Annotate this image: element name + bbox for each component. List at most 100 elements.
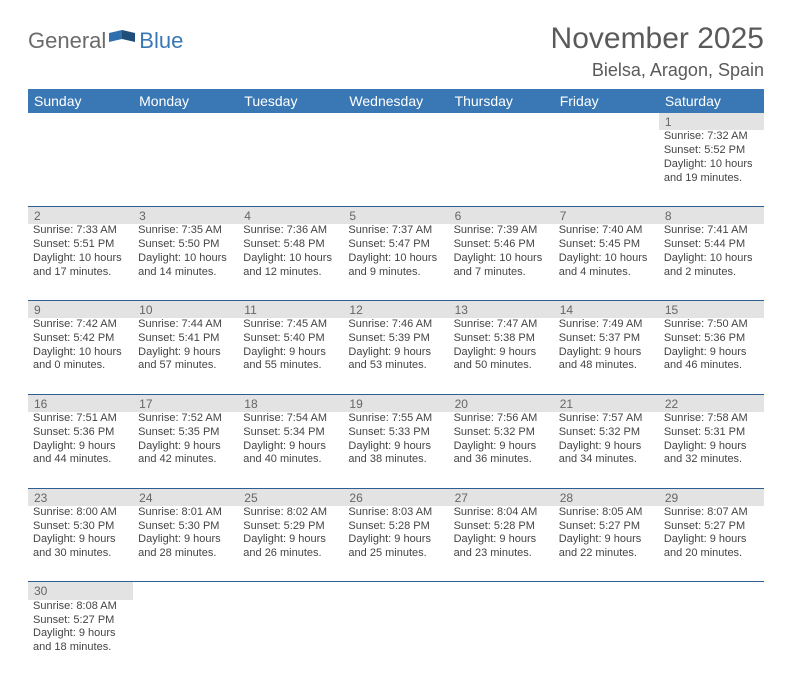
day-content-row: Sunrise: 7:51 AMSunset: 5:36 PMDaylight:… xyxy=(28,412,764,488)
day-sunset: Sunset: 5:36 PM xyxy=(664,332,759,346)
day-sunrise: Sunrise: 7:49 AM xyxy=(559,318,654,332)
day-number-cell xyxy=(133,582,238,600)
day-sunset: Sunset: 5:45 PM xyxy=(559,238,654,252)
day-daylight2: and 40 minutes. xyxy=(243,453,338,467)
day-number-cell: 28 xyxy=(554,488,659,506)
day-daylight1: Daylight: 9 hours xyxy=(348,346,443,360)
day-sunrise: Sunrise: 7:46 AM xyxy=(348,318,443,332)
day-sunset: Sunset: 5:31 PM xyxy=(664,426,759,440)
weekday-header: Wednesday xyxy=(343,89,448,113)
day-number-cell: 5 xyxy=(343,206,448,224)
day-number-cell: 21 xyxy=(554,394,659,412)
day-sunrise: Sunrise: 7:45 AM xyxy=(243,318,338,332)
day-daylight1: Daylight: 9 hours xyxy=(33,627,128,641)
day-sunrise: Sunrise: 7:41 AM xyxy=(664,224,759,238)
day-cell: Sunrise: 7:58 AMSunset: 5:31 PMDaylight:… xyxy=(659,412,764,488)
day-content-row: Sunrise: 8:00 AMSunset: 5:30 PMDaylight:… xyxy=(28,506,764,582)
day-daylight2: and 26 minutes. xyxy=(243,547,338,561)
logo-text-general: General xyxy=(28,28,106,54)
day-number-cell: 19 xyxy=(343,394,448,412)
calendar-body: 1Sunrise: 7:32 AMSunset: 5:52 PMDaylight… xyxy=(28,113,764,676)
weekday-header: Sunday xyxy=(28,89,133,113)
day-cell: Sunrise: 8:04 AMSunset: 5:28 PMDaylight:… xyxy=(449,506,554,582)
day-sunset: Sunset: 5:48 PM xyxy=(243,238,338,252)
day-content-row: Sunrise: 8:08 AMSunset: 5:27 PMDaylight:… xyxy=(28,600,764,676)
day-number-cell xyxy=(449,582,554,600)
day-cell: Sunrise: 7:37 AMSunset: 5:47 PMDaylight:… xyxy=(343,224,448,300)
day-daylight1: Daylight: 9 hours xyxy=(348,533,443,547)
page-root: General Blue November 2025 Bielsa, Arago… xyxy=(0,0,792,676)
day-cell: Sunrise: 7:40 AMSunset: 5:45 PMDaylight:… xyxy=(554,224,659,300)
day-sunrise: Sunrise: 7:47 AM xyxy=(454,318,549,332)
day-cell: Sunrise: 7:52 AMSunset: 5:35 PMDaylight:… xyxy=(133,412,238,488)
day-sunset: Sunset: 5:39 PM xyxy=(348,332,443,346)
weekday-header: Thursday xyxy=(449,89,554,113)
day-sunset: Sunset: 5:34 PM xyxy=(243,426,338,440)
day-number-cell: 17 xyxy=(133,394,238,412)
daynum-row: 30 xyxy=(28,582,764,600)
day-content-row: Sunrise: 7:33 AMSunset: 5:51 PMDaylight:… xyxy=(28,224,764,300)
day-cell: Sunrise: 7:41 AMSunset: 5:44 PMDaylight:… xyxy=(659,224,764,300)
day-sunset: Sunset: 5:52 PM xyxy=(664,144,759,158)
day-daylight1: Daylight: 9 hours xyxy=(454,440,549,454)
day-number-cell: 26 xyxy=(343,488,448,506)
day-sunset: Sunset: 5:50 PM xyxy=(138,238,233,252)
day-sunset: Sunset: 5:27 PM xyxy=(664,520,759,534)
day-daylight2: and 34 minutes. xyxy=(559,453,654,467)
day-sunrise: Sunrise: 7:39 AM xyxy=(454,224,549,238)
day-cell xyxy=(28,130,133,206)
day-daylight1: Daylight: 9 hours xyxy=(138,346,233,360)
day-cell: Sunrise: 7:46 AMSunset: 5:39 PMDaylight:… xyxy=(343,318,448,394)
day-cell: Sunrise: 7:45 AMSunset: 5:40 PMDaylight:… xyxy=(238,318,343,394)
day-cell: Sunrise: 7:57 AMSunset: 5:32 PMDaylight:… xyxy=(554,412,659,488)
day-number-cell: 1 xyxy=(659,113,764,130)
daynum-row: 23242526272829 xyxy=(28,488,764,506)
daynum-row: 16171819202122 xyxy=(28,394,764,412)
day-cell xyxy=(238,600,343,676)
day-content-row: Sunrise: 7:42 AMSunset: 5:42 PMDaylight:… xyxy=(28,318,764,394)
day-daylight2: and 44 minutes. xyxy=(33,453,128,467)
day-daylight2: and 20 minutes. xyxy=(664,547,759,561)
day-sunrise: Sunrise: 7:44 AM xyxy=(138,318,233,332)
day-number-cell: 30 xyxy=(28,582,133,600)
day-daylight2: and 36 minutes. xyxy=(454,453,549,467)
day-sunrise: Sunrise: 7:33 AM xyxy=(33,224,128,238)
day-daylight1: Daylight: 9 hours xyxy=(33,533,128,547)
day-cell: Sunrise: 7:35 AMSunset: 5:50 PMDaylight:… xyxy=(133,224,238,300)
day-content-row: Sunrise: 7:32 AMSunset: 5:52 PMDaylight:… xyxy=(28,130,764,206)
day-daylight2: and 50 minutes. xyxy=(454,359,549,373)
day-daylight1: Daylight: 10 hours xyxy=(664,252,759,266)
day-daylight1: Daylight: 9 hours xyxy=(664,533,759,547)
day-sunrise: Sunrise: 7:56 AM xyxy=(454,412,549,426)
day-number-cell xyxy=(133,113,238,130)
day-sunset: Sunset: 5:38 PM xyxy=(454,332,549,346)
day-daylight2: and 53 minutes. xyxy=(348,359,443,373)
day-sunrise: Sunrise: 8:00 AM xyxy=(33,506,128,520)
day-sunrise: Sunrise: 8:05 AM xyxy=(559,506,654,520)
day-cell: Sunrise: 7:54 AMSunset: 5:34 PMDaylight:… xyxy=(238,412,343,488)
day-sunrise: Sunrise: 7:35 AM xyxy=(138,224,233,238)
day-sunrise: Sunrise: 7:51 AM xyxy=(33,412,128,426)
day-number-cell xyxy=(343,113,448,130)
month-title: November 2025 xyxy=(551,22,764,56)
day-number-cell: 20 xyxy=(449,394,554,412)
daynum-row: 9101112131415 xyxy=(28,300,764,318)
day-cell xyxy=(343,130,448,206)
flag-icon xyxy=(109,30,135,53)
day-number-cell: 8 xyxy=(659,206,764,224)
day-sunset: Sunset: 5:41 PM xyxy=(138,332,233,346)
day-number-cell: 11 xyxy=(238,300,343,318)
calendar-table: SundayMondayTuesdayWednesdayThursdayFrid… xyxy=(28,89,764,676)
day-daylight1: Daylight: 9 hours xyxy=(243,533,338,547)
day-cell xyxy=(449,600,554,676)
day-daylight1: Daylight: 9 hours xyxy=(664,346,759,360)
day-cell xyxy=(343,600,448,676)
day-daylight2: and 42 minutes. xyxy=(138,453,233,467)
logo-text-blue: Blue xyxy=(139,28,183,54)
day-daylight1: Daylight: 9 hours xyxy=(138,533,233,547)
daynum-row: 1 xyxy=(28,113,764,130)
weekday-row: SundayMondayTuesdayWednesdayThursdayFrid… xyxy=(28,89,764,113)
day-number-cell xyxy=(449,113,554,130)
day-cell: Sunrise: 7:33 AMSunset: 5:51 PMDaylight:… xyxy=(28,224,133,300)
day-number-cell: 7 xyxy=(554,206,659,224)
